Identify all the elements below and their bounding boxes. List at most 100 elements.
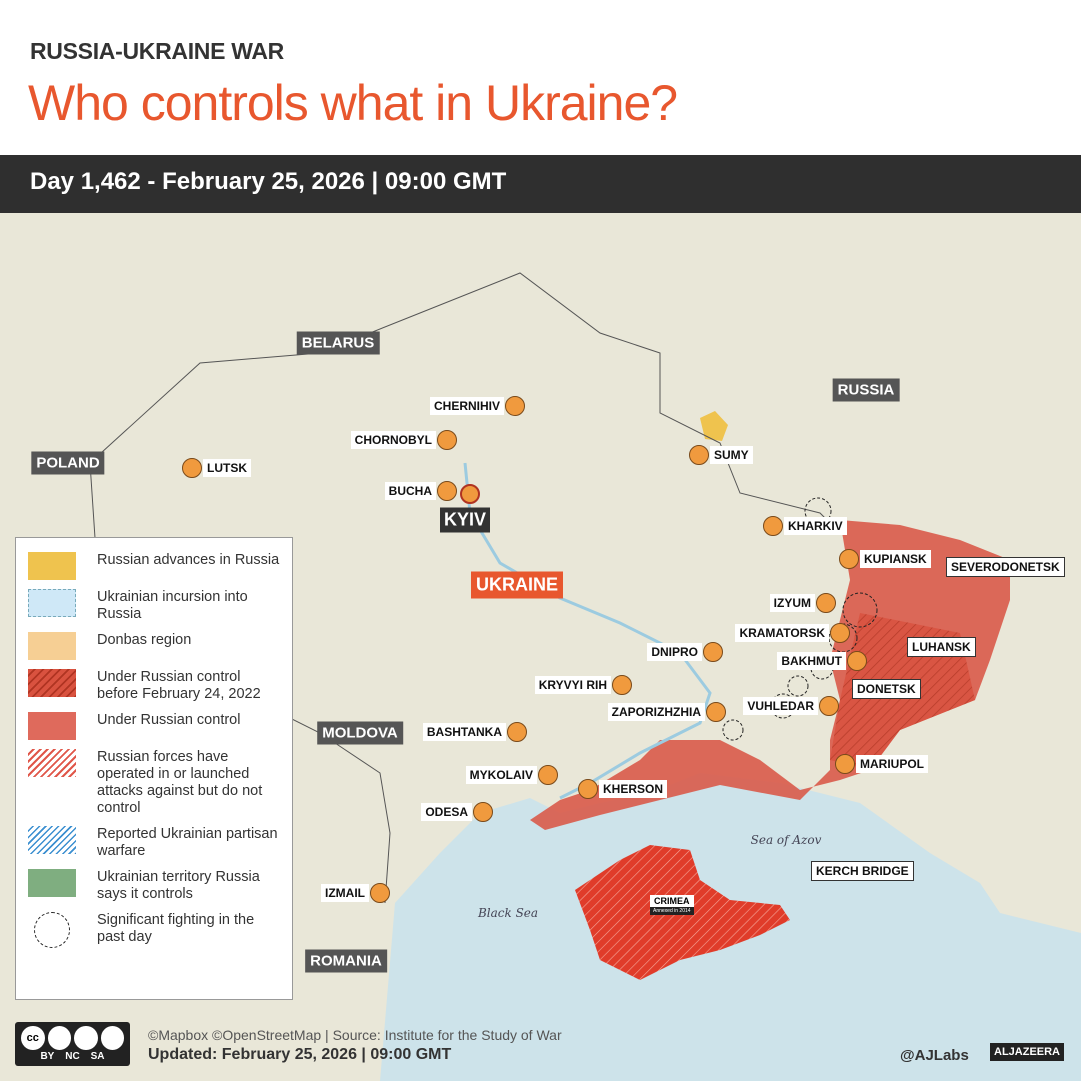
license-sa: SA — [90, 1051, 105, 1062]
city-label: SEVERODONETSK — [946, 557, 1065, 577]
legend-swatch — [28, 826, 76, 854]
legend-swatch — [28, 589, 76, 617]
city-label: KHARKIV — [784, 517, 847, 535]
city-label: KHERSON — [599, 780, 668, 798]
license-nc: NC — [65, 1051, 80, 1062]
sumy-advance — [700, 411, 728, 441]
legend-label: Significant fighting in the past day — [97, 912, 255, 945]
legend-swatch — [28, 552, 76, 580]
city-label: CHORNOBYL — [350, 431, 436, 449]
legend-item: Ukrainian incursion into Russia — [28, 589, 280, 623]
city-label: LUTSK — [203, 459, 251, 477]
city-label: SUMY — [710, 446, 753, 464]
nc-icon — [74, 1026, 98, 1050]
city-marker[interactable] — [538, 765, 558, 785]
legend-swatch — [28, 712, 76, 740]
country-label-poland: POLAND — [31, 451, 105, 475]
credit: ©Mapbox ©OpenStreetMap | Source: Institu… — [148, 1027, 562, 1043]
legend-item: Under Russian control — [28, 712, 280, 740]
country-label-romania: ROMANIA — [305, 949, 387, 973]
city-label: KUPIANSK — [860, 550, 931, 568]
city-label: ZAPORIZHZHIA — [607, 703, 705, 721]
city-label: MYKOLAIV — [465, 766, 537, 784]
country-label-russia: RUSSIA — [832, 378, 900, 402]
legend-label: Under Russian control before February 24… — [97, 669, 261, 702]
sea-of-azov-label: Sea of Azov — [750, 833, 822, 847]
city-label: BUCHA — [384, 482, 436, 500]
city-label: MARIUPOL — [856, 755, 928, 773]
country-label-moldova: MOLDOVA — [317, 721, 403, 745]
city-marker[interactable] — [706, 702, 726, 722]
cc-icon: cc — [21, 1026, 45, 1050]
crimea-name: CRIMEA — [650, 895, 694, 907]
updated: Updated: February 25, 2026 | 09:00 GMT — [148, 1046, 452, 1063]
city-marker[interactable] — [182, 458, 202, 478]
legend-label: Russian forces have operated in or launc… — [97, 749, 263, 816]
city-marker[interactable] — [847, 651, 867, 671]
legend-item: Russian forces have operated in or launc… — [28, 749, 280, 817]
page-title: Who controls what in Ukraine? — [28, 75, 678, 131]
city-marker[interactable] — [370, 883, 390, 903]
legend-swatch — [28, 669, 76, 697]
kicker: RUSSIA-UKRAINE WAR — [30, 38, 284, 64]
legend-item: Ukrainian territory Russia says it contr… — [28, 869, 280, 903]
city-label: KRYVYI RIH — [534, 676, 611, 694]
occupied-territory — [530, 520, 1010, 830]
city-label: BAKHMUT — [777, 652, 846, 670]
city-marker[interactable] — [839, 549, 859, 569]
legend: Russian advances in Russia Ukrainian incu… — [15, 537, 293, 1000]
legend-swatch — [28, 632, 76, 660]
legend-label: Reported Ukrainian partisan warfare — [97, 826, 278, 859]
city-label: KYIV — [440, 507, 491, 533]
black-sea-label: Black Sea — [477, 906, 539, 920]
legend-label: Under Russian control — [97, 712, 241, 728]
city-label: LUHANSK — [907, 637, 976, 657]
city-label: IZMAIL — [321, 884, 369, 902]
legend-item: Russian advances in Russia — [28, 552, 280, 580]
city-marker[interactable] — [819, 696, 839, 716]
city-label: CHERNIHIV — [429, 397, 504, 415]
city-marker[interactable] — [473, 802, 493, 822]
city-marker[interactable] — [689, 445, 709, 465]
crimea-label: CRIMEA Annexed in 2014 — [650, 895, 694, 915]
city-marker[interactable] — [612, 675, 632, 695]
country-label-belarus: BELARUS — [296, 331, 380, 355]
legend-swatch — [28, 869, 76, 897]
kerch-bridge-label: KERCH BRIDGE — [811, 861, 914, 881]
city-marker[interactable] — [816, 593, 836, 613]
sa-icon — [100, 1026, 124, 1050]
license-by: BY — [40, 1051, 55, 1062]
legend-label: Ukrainian incursion into Russia — [97, 589, 248, 622]
handle[interactable]: @AJLabs — [900, 1047, 969, 1064]
city-label: DONETSK — [852, 679, 921, 699]
by-icon — [47, 1026, 71, 1050]
city-marker[interactable] — [830, 623, 850, 643]
dateline: Day 1,462 - February 25, 2026 | 09:00 GM… — [0, 155, 1081, 213]
city-marker[interactable] — [505, 396, 525, 416]
legend-item: Significant fighting in the past day — [28, 912, 280, 948]
city-marker[interactable] — [437, 430, 457, 450]
city-label: BASHTANKA — [422, 723, 506, 741]
legend-label: Donbas region — [97, 632, 192, 648]
city-marker[interactable] — [763, 516, 783, 536]
legend-item: Reported Ukrainian partisan warfare — [28, 826, 280, 860]
aljazeera-logo: ALJAZEERA — [990, 1043, 1065, 1061]
city-label: ODESA — [421, 803, 472, 821]
city-marker[interactable] — [507, 722, 527, 742]
legend-label: Russian advances in Russia — [97, 552, 280, 568]
city-marker[interactable] — [460, 484, 480, 504]
legend-label: Ukrainian territory Russia says it contr… — [97, 869, 260, 902]
city-marker[interactable] — [578, 779, 598, 799]
legend-swatch — [28, 749, 76, 777]
city-marker[interactable] — [835, 754, 855, 774]
city-label: VUHLEDAR — [743, 697, 818, 715]
city-label: KRAMATORSK — [735, 624, 829, 642]
legend-swatch — [34, 912, 70, 948]
city-marker[interactable] — [703, 642, 723, 662]
city-label: DNIPRO — [647, 643, 702, 661]
legend-item: Under Russian control before February 24… — [28, 669, 280, 703]
city-label: IZYUM — [769, 594, 815, 612]
country-label-ukraine: UKRAINE — [470, 571, 564, 599]
legend-item: Donbas region — [28, 632, 280, 660]
city-marker[interactable] — [437, 481, 457, 501]
